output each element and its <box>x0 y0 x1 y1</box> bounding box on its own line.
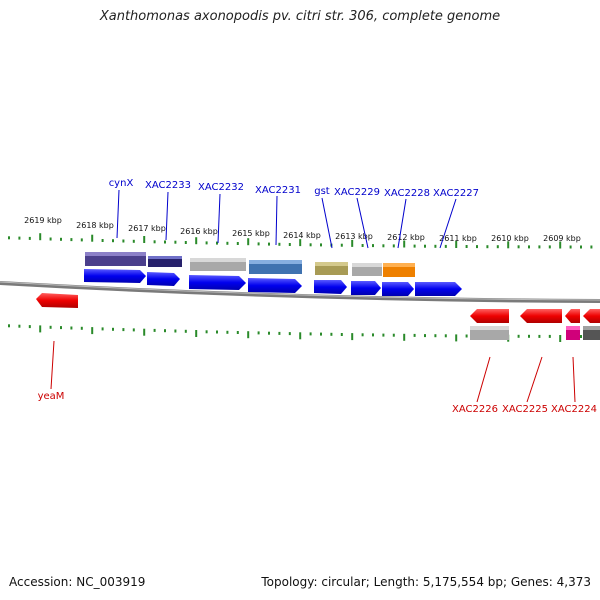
gene-label[interactable]: yeaM <box>38 391 65 402</box>
leader-line <box>356 197 369 249</box>
feature-box[interactable] <box>148 256 182 267</box>
forward-gene-labels: cynX XAC2233 XAC2232 XAC2231 gst XAC2229… <box>109 178 479 199</box>
gene-arrow-XAC2224[interactable] <box>565 309 580 323</box>
gene-arrow-XAC2233[interactable] <box>147 272 180 286</box>
gene-label[interactable]: XAC2227 <box>433 188 479 199</box>
reverse-gene-arrows <box>36 293 600 323</box>
feature-box[interactable] <box>190 258 246 262</box>
gene-label[interactable]: cynX <box>109 178 134 189</box>
gene-arrow-XAC2229[interactable] <box>351 281 381 295</box>
genome-title: Xanthomonas axonopodis pv. citri str. 30… <box>99 9 501 24</box>
leader-line <box>526 356 543 403</box>
feature-box[interactable] <box>583 326 600 330</box>
feature-box[interactable] <box>383 263 415 267</box>
gene-arrow-gst[interactable] <box>314 280 347 294</box>
scale-label: 2609 kbp <box>543 234 581 243</box>
scale-label: 2615 kbp <box>232 229 270 238</box>
feature-box[interactable] <box>315 262 348 266</box>
scale-labels: 2619 kbp 2618 kbp 2617 kbp 2616 kbp 2615… <box>24 216 581 243</box>
feature-box[interactable] <box>85 252 146 256</box>
feature-box[interactable] <box>470 326 509 330</box>
gene-arrow-yeaM[interactable] <box>36 293 78 308</box>
leader-line <box>439 198 457 249</box>
scale-label: 2617 kbp <box>128 224 166 233</box>
feature-box[interactable] <box>352 263 382 267</box>
leader-line <box>275 195 278 246</box>
leader-line <box>476 356 491 403</box>
gene-label[interactable]: XAC2225 <box>502 404 548 415</box>
gene-arrow-XAC2231[interactable] <box>248 278 302 293</box>
gene-arrow-XAC2226[interactable] <box>470 309 509 323</box>
leader-line <box>116 189 120 239</box>
scale-label: 2610 kbp <box>491 234 529 243</box>
gene-label[interactable]: XAC2224 <box>551 404 597 415</box>
feature-box[interactable] <box>566 326 580 330</box>
gene-arrow-next[interactable] <box>583 309 600 323</box>
gene-label[interactable]: XAC2229 <box>334 187 380 198</box>
forward-gene-arrows <box>84 269 462 296</box>
scale-label: 2614 kbp <box>283 231 321 240</box>
feature-box[interactable] <box>249 260 302 264</box>
leader-line <box>165 191 169 241</box>
leader-lines <box>50 189 576 403</box>
scale-label: 2611 kbp <box>439 234 477 243</box>
gene-label[interactable]: XAC2232 <box>198 182 244 193</box>
gene-label[interactable]: gst <box>314 186 330 197</box>
gene-arrow-cynX[interactable] <box>84 269 146 283</box>
gene-label[interactable]: XAC2233 <box>145 180 191 191</box>
gene-label[interactable]: XAC2231 <box>255 185 301 196</box>
reverse-gene-labels: yeaM XAC2226 XAC2225 XAC2224 <box>38 391 597 415</box>
scale-label: 2612 kbp <box>387 233 425 242</box>
genome-backbone <box>0 281 600 303</box>
leader-line <box>572 356 576 403</box>
gene-arrow-XAC2227[interactable] <box>415 282 462 296</box>
genome-summary: Topology: circular; Length: 5,175,554 bp… <box>261 575 591 589</box>
genome-backbone-highlight <box>0 281 600 301</box>
gene-label[interactable]: XAC2228 <box>384 188 430 199</box>
gene-arrow-XAC2225[interactable] <box>520 309 562 323</box>
feature-boxes <box>85 252 600 340</box>
leader-line <box>50 340 55 390</box>
gene-arrow-XAC2228[interactable] <box>382 282 414 296</box>
scale-label: 2613 kbp <box>335 232 373 241</box>
accession-label: Accession: NC_003919 <box>9 575 146 589</box>
leader-line <box>217 193 221 244</box>
feature-box[interactable] <box>148 256 182 259</box>
inner-tick-marks <box>8 324 593 342</box>
scale-label: 2619 kbp <box>24 216 62 225</box>
outer-tick-marks <box>8 233 593 249</box>
scale-label: 2618 kbp <box>76 221 114 230</box>
leader-line <box>321 197 333 249</box>
gene-label[interactable]: XAC2226 <box>452 404 498 415</box>
leader-line <box>397 198 407 249</box>
gene-arrow-XAC2232[interactable] <box>189 275 246 290</box>
scale-label: 2616 kbp <box>180 227 218 236</box>
